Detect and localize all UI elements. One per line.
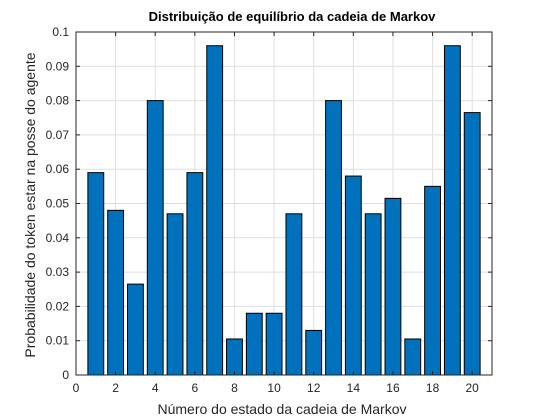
bar-state-16 [384,197,402,376]
x-tick-label: 14 [347,381,361,395]
x-tick-label: 0 [73,381,80,395]
bar-state-19 [443,45,461,376]
y-axis-label: Probabilidade do token estar na posse do… [22,52,38,357]
chart-title: Distribuição de equilíbrio da cadeia de … [149,9,437,24]
bar-state-11 [285,213,303,376]
y-tick-label: 0.02 [46,299,70,313]
x-tick-label: 10 [267,381,281,395]
y-tick-label: 0.03 [46,265,70,279]
bar-state-1 [87,172,105,376]
x-tick-label: 16 [386,381,400,395]
x-tick-label: 12 [307,381,321,395]
y-tick-label: 0.09 [46,59,70,73]
bar-state-13 [325,100,342,376]
y-tick-label: 0.07 [46,128,70,142]
bar-state-4 [146,100,164,376]
y-tick-label: 0.08 [46,94,70,108]
bar-state-12 [305,329,323,376]
x-tick-label: 18 [426,381,440,395]
bar-state-7 [206,45,224,376]
x-tick-label: 8 [231,381,238,395]
y-tick-label: 0.04 [46,231,70,245]
bar-state-18 [424,185,441,376]
bar-state-3 [127,283,144,376]
bar-state-14 [344,175,362,376]
bar-state-5 [166,213,184,376]
bars [87,45,481,376]
bar-state-2 [107,209,125,376]
x-tick-label: 6 [192,381,199,395]
bar-state-9 [245,312,263,376]
x-tick-label: 2 [112,381,119,395]
x-tick-label: 4 [152,381,159,395]
bar-state-6 [186,172,204,376]
bar-state-20 [463,112,481,376]
y-tick-label: 0.06 [46,162,70,176]
y-tick-label: 0.01 [46,334,70,348]
ticks [75,31,492,376]
bar-state-15 [364,213,382,376]
y-tick-label: 0.1 [52,25,69,39]
x-tick-label: 20 [466,381,480,395]
x-axis-label: Número do estado da cadeia de Markov [157,401,406,417]
y-tick-label: 0 [62,368,69,382]
bar-state-8 [226,338,243,376]
bar-state-10 [265,312,283,376]
y-tick-label: 0.05 [46,197,70,211]
x-tick-labels: 0 2 4 6 8 10 12 14 16 18 20 [73,381,480,395]
y-tick-labels: 0 0.01 0.02 0.03 0.04 0.05 0.06 0.07 0.08 0.09 0.1 [46,25,70,382]
bar-state-17 [404,338,422,376]
